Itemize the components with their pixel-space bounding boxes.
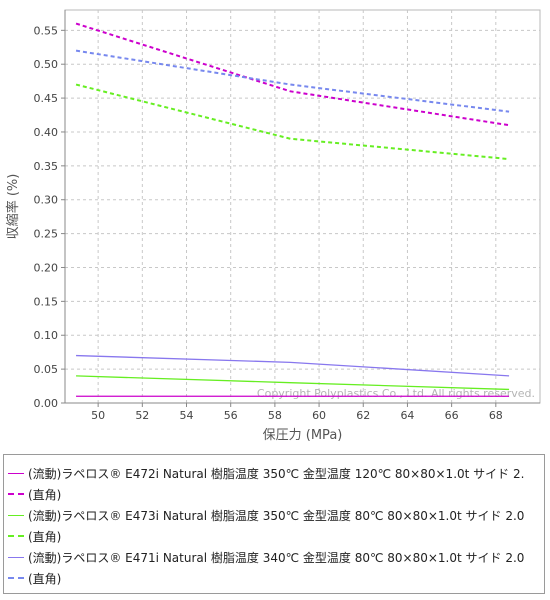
x-tick-label: 68	[489, 409, 503, 422]
y-tick-label: 0.10	[34, 329, 59, 342]
series-line-6	[75, 49, 510, 113]
y-tick-label: 0.30	[34, 194, 59, 207]
y-tick-label: 0.05	[34, 363, 59, 376]
legend-swatch	[8, 472, 24, 474]
y-tick-label: 0.55	[34, 24, 59, 37]
x-tick-label: 52	[135, 409, 149, 422]
legend-swatch	[8, 493, 24, 495]
legend: (流動)ラペロス® E472i Natural 樹脂温度 350℃ 金型温度 1…	[3, 454, 545, 594]
legend-item-3: (流動)ラペロス® E473i Natural 樹脂温度 350℃ 金型温度 8…	[8, 505, 524, 525]
y-tick-label: 0.00	[34, 397, 59, 410]
legend-label: (直角)	[28, 487, 62, 502]
y-tick-label: 0.15	[34, 295, 59, 308]
x-tick-label: 56	[224, 409, 238, 422]
legend-swatch	[8, 556, 24, 558]
legend-label: (流動)ラペロス® E471i Natural 樹脂温度 340℃ 金型温度 8…	[28, 550, 525, 565]
legend-label: (流動)ラペロス® E473i Natural 樹脂温度 350℃ 金型温度 8…	[28, 508, 525, 523]
x-tick-label: 64	[400, 409, 414, 422]
series-line-2	[75, 22, 510, 127]
x-tick-label: 50	[91, 409, 105, 422]
x-tick-label: 60	[312, 409, 326, 422]
x-tick-label: 66	[445, 409, 459, 422]
y-tick-label: 0.45	[34, 92, 59, 105]
x-tick-label: 54	[180, 409, 194, 422]
legend-item-1: (流動)ラペロス® E472i Natural 樹脂温度 350℃ 金型温度 1…	[8, 463, 524, 483]
y-tick-label: 0.25	[34, 228, 59, 241]
plot-area	[64, 9, 541, 404]
series-lines	[75, 22, 510, 397]
legend-item-6: (直角)	[8, 568, 61, 588]
legend-label: (直角)	[28, 529, 62, 544]
series-line-4	[75, 83, 510, 161]
y-tick-label: 0.40	[34, 126, 59, 139]
legend-item-5: (流動)ラペロス® E471i Natural 樹脂温度 340℃ 金型温度 8…	[8, 547, 524, 567]
x-axis-label: 保圧力 (MPa)	[263, 428, 343, 443]
y-tick-label: 0.50	[34, 58, 59, 71]
y-axis-label: 収縮率 (%)	[5, 174, 21, 240]
y-tick-label: 0.35	[34, 160, 59, 173]
legend-item-4: (直角)	[8, 526, 61, 546]
legend-label: (流動)ラペロス® E472i Natural 樹脂温度 350℃ 金型温度 1…	[28, 466, 525, 481]
legend-swatch	[8, 514, 24, 516]
legend-item-2: (直角)	[8, 484, 61, 504]
x-tick-label: 58	[268, 409, 282, 422]
y-tick-label: 0.20	[34, 261, 59, 274]
x-tick-label: 62	[356, 409, 370, 422]
series-line-5	[76, 354, 510, 377]
series-line-3	[76, 375, 510, 391]
legend-swatch	[8, 577, 24, 579]
chart-svg: 50 52 54 56 58 60 62 64 66 68 0.00 0.05 0.10 0.15 0.20…	[5, 9, 541, 443]
legend-label: (直角)	[28, 571, 62, 586]
legend-swatch	[8, 535, 24, 537]
axis-ticks: 50 52 54 56 58 60 62 64 66 68 0.00 0.05 0.10 0.15 0.20…	[34, 10, 540, 422]
